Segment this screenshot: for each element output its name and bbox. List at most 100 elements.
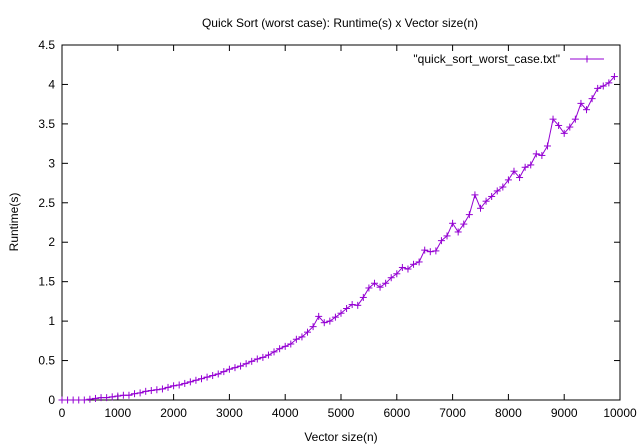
data-point	[343, 304, 351, 312]
x-tick-label: 3000	[216, 406, 243, 420]
data-point	[393, 270, 401, 278]
data-point	[186, 378, 194, 386]
data-point	[203, 373, 211, 381]
data-point	[253, 355, 261, 363]
data-point	[320, 319, 328, 327]
data-point	[348, 301, 356, 309]
data-point	[594, 84, 602, 92]
data-point	[510, 167, 518, 175]
data-point	[577, 99, 585, 107]
data-point	[610, 73, 618, 81]
data-point	[588, 95, 596, 103]
data-point	[543, 142, 551, 150]
data-point	[80, 396, 88, 404]
y-axis-title: Runtime(s)	[7, 193, 21, 252]
data-point	[181, 379, 189, 387]
legend: "quick_sort_worst_case.txt"	[413, 52, 604, 66]
series-group	[58, 73, 618, 404]
data-point	[465, 211, 473, 219]
data-point	[242, 360, 250, 368]
x-tick-label: 0	[59, 406, 66, 420]
data-point	[415, 258, 423, 266]
data-point	[114, 392, 122, 400]
data-point	[426, 248, 434, 256]
y-tick-labels: 0 0.5 1 1.5 2 2.5 3 3.5 4 4.5	[38, 38, 55, 407]
data-point	[326, 317, 334, 325]
chart-title: Quick Sort (worst case): Runtime(s) x Ve…	[202, 16, 478, 30]
data-point	[410, 260, 418, 268]
data-point	[136, 389, 144, 397]
data-point	[153, 386, 161, 394]
legend-label: "quick_sort_worst_case.txt"	[413, 52, 560, 66]
data-point	[192, 376, 200, 384]
data-point	[454, 228, 462, 236]
data-point	[158, 385, 166, 393]
data-point	[583, 106, 591, 114]
y-tick-label: 3.5	[38, 117, 55, 131]
axis-ticks	[61, 44, 621, 401]
data-point	[432, 247, 440, 255]
data-point	[231, 364, 239, 372]
x-axis-title: Vector size(n)	[304, 430, 377, 444]
data-point	[276, 345, 284, 353]
data-point	[220, 368, 228, 376]
data-point	[86, 395, 94, 403]
y-tick-label: 2	[48, 235, 55, 249]
data-point	[259, 353, 267, 361]
data-point	[175, 381, 183, 389]
data-point	[270, 348, 278, 356]
data-point	[225, 365, 233, 373]
data-point	[309, 323, 317, 331]
x-tick-labels: 0 1000 2000 3000 4000 5000 6000 7000 8000 9000 100…	[59, 406, 637, 420]
data-point	[198, 375, 205, 383]
data-point	[142, 387, 150, 395]
legend-marker	[583, 55, 591, 63]
y-tick-label: 2.5	[38, 196, 55, 210]
x-tick-label: 9000	[551, 406, 578, 420]
data-point	[549, 115, 557, 123]
data-point	[532, 150, 540, 158]
data-point	[237, 362, 245, 370]
series-line	[62, 76, 615, 401]
data-point	[460, 220, 468, 228]
data-point	[404, 265, 412, 273]
data-point	[331, 313, 339, 321]
data-point	[209, 372, 217, 380]
data-point	[527, 161, 535, 169]
data-point	[248, 357, 256, 365]
data-point	[382, 279, 390, 287]
data-point	[103, 394, 111, 402]
data-point	[560, 129, 568, 137]
x-tick-label: 10000	[603, 406, 637, 420]
data-point	[605, 79, 613, 87]
x-tick-label: 2000	[160, 406, 187, 420]
data-point	[493, 187, 501, 195]
data-point	[421, 246, 429, 254]
data-point	[91, 394, 99, 402]
data-point	[131, 390, 139, 398]
data-point	[471, 191, 479, 199]
data-point	[147, 387, 155, 395]
y-tick-label: 1.5	[38, 275, 55, 289]
data-point	[398, 263, 406, 271]
plot-frame	[61, 44, 621, 401]
data-point	[281, 342, 289, 350]
data-point	[571, 115, 579, 123]
data-point	[287, 340, 295, 348]
data-point	[437, 237, 445, 245]
x-tick-label: 5000	[328, 406, 355, 420]
data-point	[108, 393, 116, 401]
data-point	[264, 351, 272, 359]
data-point	[292, 335, 300, 343]
data-point	[370, 279, 378, 287]
data-point	[298, 333, 306, 341]
y-tick-label: 4.5	[38, 38, 55, 52]
x-tick-label: 4000	[272, 406, 299, 420]
y-tick-label: 1	[48, 314, 55, 328]
data-point	[477, 204, 484, 212]
x-tick-label: 1000	[104, 406, 131, 420]
y-tick-label: 3	[48, 156, 55, 170]
x-tick-label: 6000	[383, 406, 410, 420]
y-tick-label: 0	[48, 393, 55, 407]
data-point	[376, 283, 384, 291]
